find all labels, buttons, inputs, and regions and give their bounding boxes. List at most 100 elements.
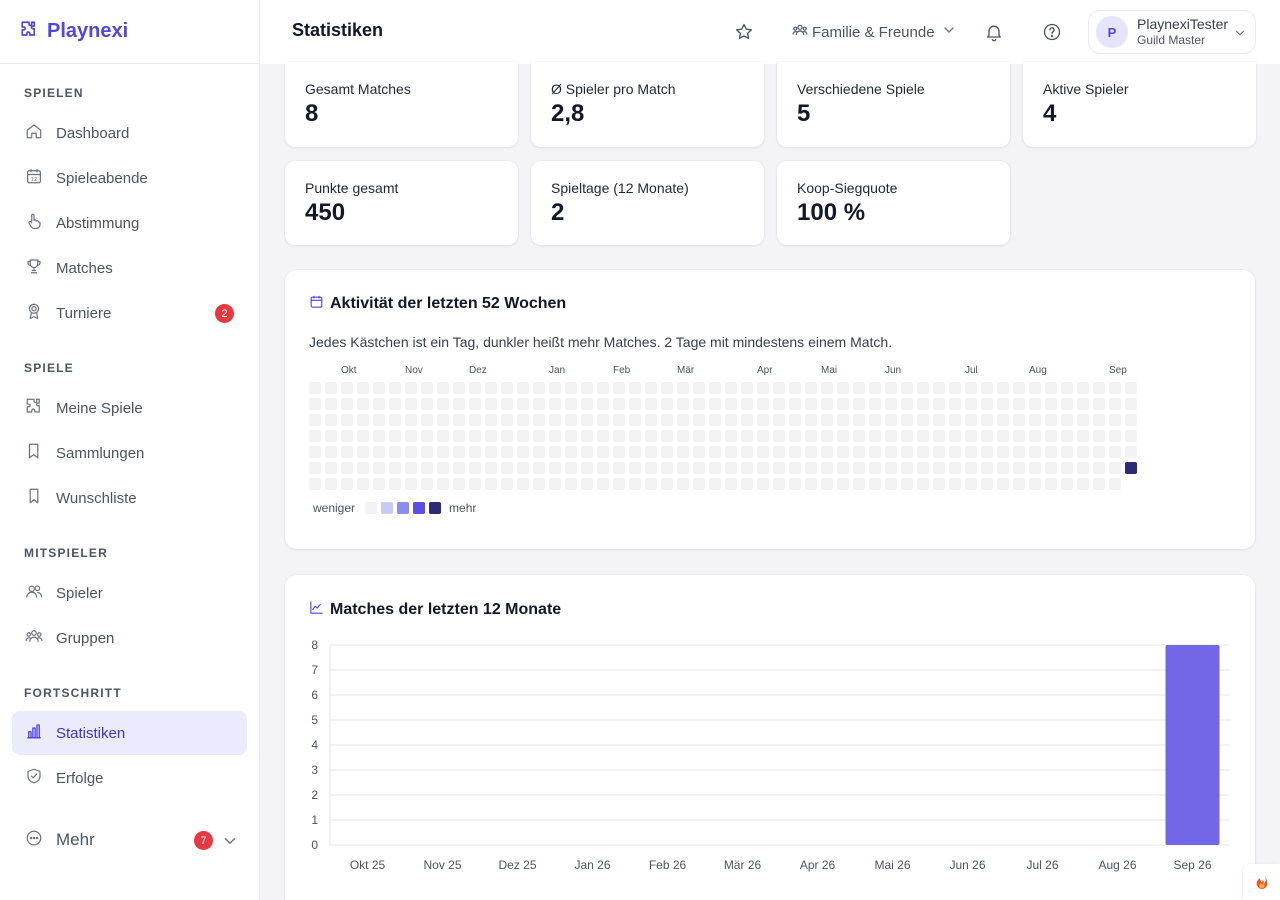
y-tick-label: 0	[311, 838, 318, 852]
stat-label: Aktive Spieler	[1043, 81, 1129, 97]
heatmap-cell	[453, 462, 465, 474]
heatmap-cell	[533, 398, 545, 410]
heatmap-cell	[821, 430, 833, 442]
heatmap-cell	[1045, 414, 1057, 426]
sidebar-item-dashboard[interactable]: Dashboard	[12, 111, 247, 155]
heatmap-cell	[549, 446, 561, 458]
sidebar-item-spieleabende[interactable]: 12 Spieleabende	[12, 156, 247, 200]
hand-pointer-icon	[25, 212, 43, 234]
help-icon[interactable]	[1042, 22, 1062, 42]
sidebar-item-spieler[interactable]: Spieler	[12, 571, 247, 615]
group-icon	[25, 627, 43, 649]
heatmap-cell	[645, 398, 657, 410]
heatmap-cell	[517, 462, 529, 474]
heatmap-cell	[805, 430, 817, 442]
sidebar-more-toggle[interactable]: Mehr 7	[12, 818, 247, 862]
heatmap-cell	[405, 398, 417, 410]
heatmap-cell	[869, 462, 881, 474]
heatmap-cell	[1029, 462, 1041, 474]
sidebar-item-erfolge[interactable]: Erfolge	[12, 756, 247, 800]
heatmap-cell	[885, 382, 897, 394]
heatmap-cell	[885, 414, 897, 426]
user-menu[interactable]: P PlaynexiTester Guild Master	[1088, 10, 1256, 54]
heatmap-cell	[565, 430, 577, 442]
heatmap-cell	[597, 414, 609, 426]
heatmap-cell	[373, 382, 385, 394]
heatmap-cell	[949, 382, 961, 394]
sidebar-item-turniere[interactable]: Turniere 2	[12, 291, 247, 335]
heatmap-cell	[469, 478, 481, 490]
heatmap-cell	[421, 414, 433, 426]
heatmap-cell	[1061, 382, 1073, 394]
sidebar-item-matches[interactable]: Matches	[12, 246, 247, 290]
heatmap-cell	[613, 462, 625, 474]
sidebar-item-abstimmung[interactable]: Abstimmung	[12, 201, 247, 245]
heatmap-cell	[789, 414, 801, 426]
notification-badge: 7	[194, 831, 213, 850]
heatmap-cell	[693, 478, 705, 490]
heatmap-cell	[485, 382, 497, 394]
heatmap-cell	[309, 430, 321, 442]
heatmap-cell	[997, 414, 1009, 426]
heatmap-cell	[741, 446, 753, 458]
heatmap-cell	[629, 446, 641, 458]
sidebar-item-gruppen[interactable]: Gruppen	[12, 616, 247, 660]
heatmap-cell	[901, 462, 913, 474]
heatmap-cell	[453, 398, 465, 410]
bell-icon[interactable]	[984, 22, 1004, 42]
heatmap-cell	[757, 462, 769, 474]
heatmap-cell	[501, 398, 513, 410]
heatmap-cell	[581, 478, 593, 490]
brand[interactable]: Playnexi	[0, 0, 259, 64]
heatmap-cell	[389, 414, 401, 426]
heatmap-cell	[517, 382, 529, 394]
heatmap-cell	[741, 398, 753, 410]
heatmap-cell	[917, 478, 929, 490]
heatmap-cell	[389, 398, 401, 410]
heatmap-cell	[837, 446, 849, 458]
sidebar-item-label: Spieleabende	[56, 169, 148, 187]
heatmap-cell	[325, 398, 337, 410]
heatmap-cell	[549, 398, 561, 410]
sidebar-item-statistiken[interactable]: Statistiken	[12, 711, 247, 755]
heatmap-cell	[837, 462, 849, 474]
heatmap-cell	[725, 414, 737, 426]
legend-swatches	[365, 502, 445, 514]
heatmap-cell	[661, 446, 673, 458]
stat-card-distinct-games: Verschiedene Spiele 5	[777, 62, 1010, 147]
heatmap-cell	[389, 382, 401, 394]
heatmap-cell	[597, 398, 609, 410]
stat-value: 2	[551, 199, 565, 226]
heatmap-cell	[693, 382, 705, 394]
line-chart-icon	[309, 600, 330, 620]
heatmap-cell	[405, 414, 417, 426]
sidebar-item-label: Statistiken	[56, 724, 126, 742]
heatmap-cell	[1029, 398, 1041, 410]
y-tick-label: 5	[311, 713, 318, 727]
heatmap-cell	[613, 430, 625, 442]
group-selector[interactable]: Familie & Freunde	[792, 20, 957, 44]
heatmap-cell	[1061, 398, 1073, 410]
heatmap-cell	[485, 414, 497, 426]
sidebar-item-sammlungen[interactable]: Sammlungen	[12, 431, 247, 475]
star-icon[interactable]	[734, 22, 754, 42]
heatmap-cell	[485, 398, 497, 410]
sidebar-item-wunschliste[interactable]: Wunschliste	[12, 476, 247, 520]
heatmap-cell	[1061, 462, 1073, 474]
heatmap-cell	[357, 414, 369, 426]
heatmap-cell	[757, 398, 769, 410]
heatmap-cell	[1125, 398, 1137, 410]
heatmap-cell	[597, 382, 609, 394]
heatmap-cell	[1109, 446, 1121, 458]
heatmap-cell	[629, 414, 641, 426]
sidebar-item-meine-spiele[interactable]: Meine Spiele	[12, 386, 247, 430]
heatmap-cell	[565, 414, 577, 426]
heatmap-cell	[821, 398, 833, 410]
x-tick-label: Mai 26	[874, 858, 910, 872]
heatmap-cell	[997, 478, 1009, 490]
stat-card-coop-winrate: Koop-Siegquote 100 %	[777, 161, 1010, 245]
fire-button[interactable]	[1243, 864, 1280, 900]
heatmap-cell	[341, 446, 353, 458]
heatmap-cell	[741, 462, 753, 474]
user-role: Guild Master	[1137, 33, 1206, 48]
